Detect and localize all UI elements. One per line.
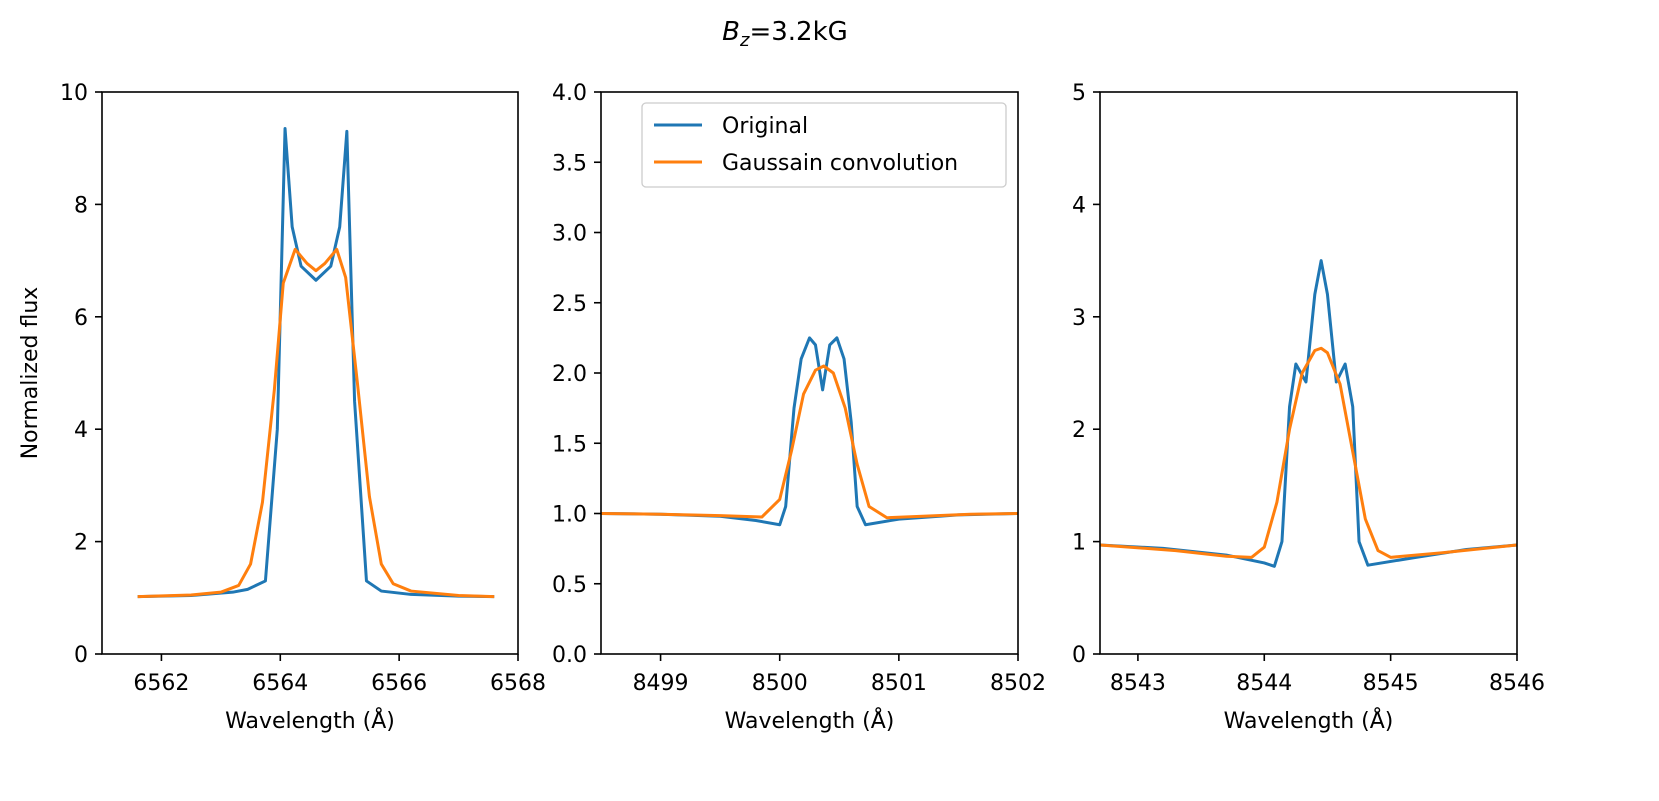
x-tick-label: 8544 xyxy=(1236,671,1292,696)
y-tick-label: 1.0 xyxy=(552,503,587,528)
x-tick-label: 8543 xyxy=(1110,671,1166,696)
y-tick-label: 3 xyxy=(1072,306,1086,331)
y-tick-label: 4 xyxy=(74,418,88,443)
series-original-line xyxy=(601,336,1018,527)
y-tick-label: 10 xyxy=(60,81,88,106)
y-tick-label: 2.5 xyxy=(552,292,587,317)
y-tick-label: 0 xyxy=(74,643,88,668)
y-tick-label: 4 xyxy=(1072,193,1086,218)
x-axis-label: Wavelength (Å) xyxy=(225,707,395,734)
legend-gaussian-label: Gaussain convolution xyxy=(722,151,958,176)
figure-title: Bz=3.2kG xyxy=(722,17,848,51)
x-tick-label: 6564 xyxy=(252,671,308,696)
panel-ca-8544: 8543 8544 8545 8546 0 1 2 3 4 5 Wavelength (Å) xyxy=(1072,81,1545,734)
x-tick-label: 8501 xyxy=(871,671,927,696)
x-axis-label: Wavelength (Å) xyxy=(725,707,895,734)
series-original-line xyxy=(137,127,495,599)
y-tick-label: 0.5 xyxy=(552,573,587,598)
x-tick-label: 8545 xyxy=(1363,671,1419,696)
series-original-line xyxy=(1100,259,1517,568)
panel-ca-8500: 8499 8500 8501 8502 0.0 0.5 1.0 1.5 2.0 2.5 3.0 3.5… xyxy=(552,81,1046,734)
y-tick-label: 0.0 xyxy=(552,643,587,668)
y-axis-label: Normalized flux xyxy=(18,287,43,460)
y-tick-label: 5 xyxy=(1072,81,1086,106)
y-tick-label: 4.0 xyxy=(552,81,587,106)
legend-original-label: Original xyxy=(722,114,808,139)
series-gaussian-line xyxy=(601,364,1018,520)
legend-box xyxy=(641,102,1007,188)
panel-h-alpha: 6562 6564 6566 6568 0 2 4 6 8 10 Wavelength (Å) Nor… xyxy=(18,81,546,734)
x-tick-label: 8502 xyxy=(990,671,1046,696)
y-tick-label: 1 xyxy=(1072,531,1086,556)
axes-frame xyxy=(1099,91,1518,655)
x-tick-label: 8499 xyxy=(633,671,689,696)
y-tick-label: 2.0 xyxy=(552,362,587,387)
y-tick-label: 2 xyxy=(1072,418,1086,443)
y-tick-label: 0 xyxy=(1072,643,1086,668)
x-tick-label: 6566 xyxy=(371,671,427,696)
x-tick-label: 8546 xyxy=(1489,671,1545,696)
y-tick-label: 3.5 xyxy=(552,151,587,176)
y-tick-label: 6 xyxy=(74,306,88,331)
series-gaussian-line xyxy=(137,247,495,599)
x-tick-label: 6562 xyxy=(133,671,189,696)
y-tick-label: 2 xyxy=(74,531,88,556)
x-tick-label: 6568 xyxy=(490,671,546,696)
y-tick-label: 1.5 xyxy=(552,432,587,457)
y-tick-label: 3.0 xyxy=(552,222,587,247)
axes-frame xyxy=(101,91,519,655)
x-tick-label: 8500 xyxy=(752,671,808,696)
series-gaussian-line xyxy=(1100,346,1517,559)
y-tick-label: 8 xyxy=(74,193,88,218)
x-axis-label: Wavelength (Å) xyxy=(1224,707,1394,734)
legend: Original Gaussain convolution xyxy=(641,102,1007,188)
